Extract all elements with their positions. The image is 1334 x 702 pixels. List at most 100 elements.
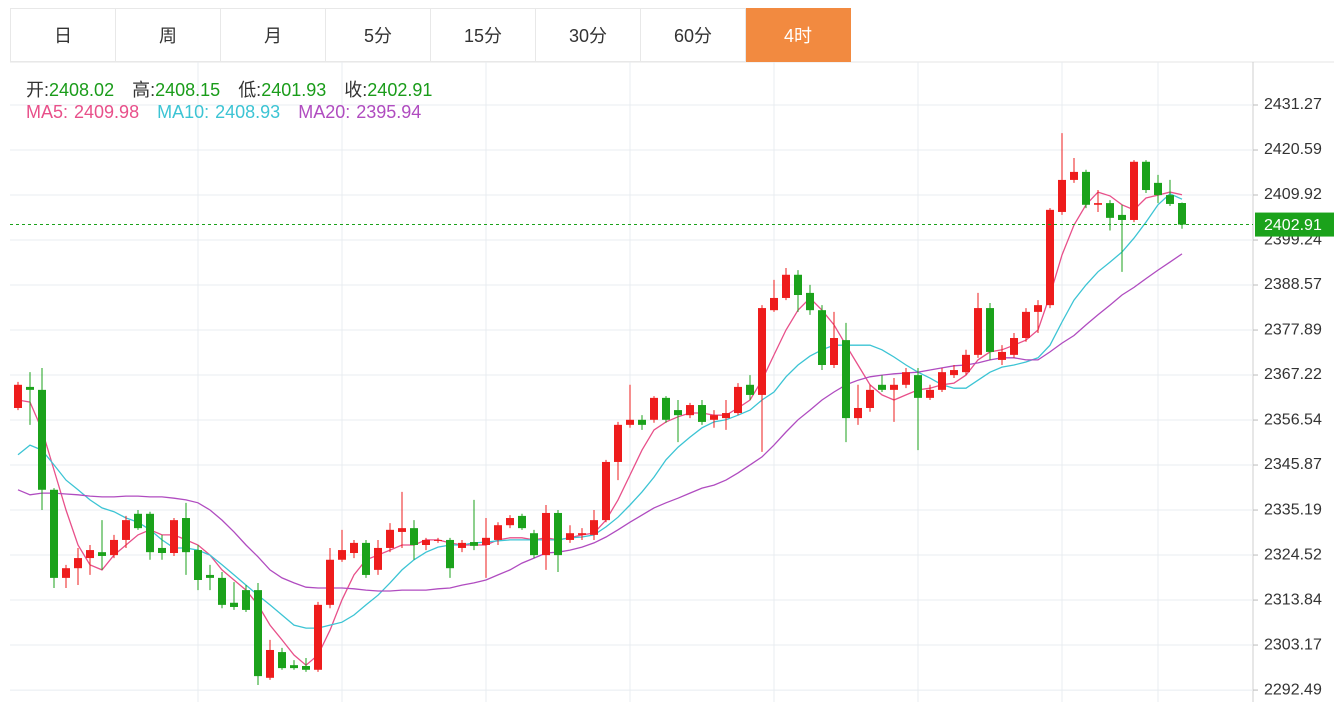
candle-body <box>1154 182 1162 196</box>
ma-line <box>17 193 1183 629</box>
candle-body <box>686 405 694 416</box>
candle-body <box>986 308 994 352</box>
candle-body <box>938 372 946 390</box>
candle-body <box>1058 179 1066 212</box>
candle-body <box>722 413 730 419</box>
tab[interactable]: 15分 <box>431 8 536 62</box>
candle-body <box>482 537 490 546</box>
y-tick-label: 2335.19 <box>1264 501 1322 518</box>
y-tick-label: 2431.27 <box>1264 96 1322 113</box>
tab[interactable]: 4时 <box>746 8 851 62</box>
tab[interactable]: 月 <box>221 8 326 62</box>
candle-body <box>698 405 706 422</box>
candle-body <box>290 665 298 669</box>
candle-body <box>1082 171 1090 205</box>
candle-body <box>122 520 130 540</box>
y-tick-label: 2292.49 <box>1264 681 1322 698</box>
last-price-badge <box>1255 212 1334 237</box>
ohlc-info: 开:2408.02 高:2408.15 低:2401.93 收:2402.91 <box>26 76 450 102</box>
candle-body <box>638 419 646 425</box>
candle-body <box>674 410 682 416</box>
ma-line <box>17 191 1183 667</box>
ma-line <box>17 253 1183 592</box>
candle-body <box>1130 161 1138 220</box>
candle-body <box>1142 161 1150 191</box>
y-tick-label: 2324.52 <box>1264 546 1322 563</box>
legend-label: MA10: <box>157 102 210 122</box>
candle-body <box>926 389 934 398</box>
candle-body <box>266 649 274 678</box>
y-tick-label: 2388.57 <box>1264 276 1322 293</box>
candle-body <box>518 515 526 529</box>
candle-body <box>110 539 118 556</box>
candle-body <box>746 384 754 395</box>
y-tick-label: 2303.17 <box>1264 636 1322 653</box>
y-tick-label: 2345.87 <box>1264 456 1322 473</box>
candle-body <box>302 665 310 670</box>
candle-body <box>254 590 262 677</box>
candle-body <box>974 308 982 355</box>
tab[interactable]: 周 <box>116 8 221 62</box>
candle-body <box>770 297 778 311</box>
candle-body <box>62 568 70 578</box>
candle-body <box>326 559 334 605</box>
info-label: 低: <box>238 80 262 100</box>
legend-value: 2408.93 <box>215 102 281 122</box>
candle-body <box>1034 305 1042 312</box>
candle-body <box>146 513 154 553</box>
candle-body <box>74 558 82 569</box>
candle-body <box>1046 209 1054 306</box>
candle-body <box>362 542 370 575</box>
candle-body <box>902 372 910 385</box>
candle-body <box>434 539 442 541</box>
candle-body <box>386 529 394 548</box>
candle-body <box>734 386 742 414</box>
candle-body <box>566 533 574 540</box>
candle-body <box>1010 338 1018 355</box>
candle-body <box>578 533 586 535</box>
tab[interactable]: 60分 <box>641 8 746 62</box>
candle-body <box>1022 311 1030 339</box>
candle-body <box>458 542 466 548</box>
candle-body <box>26 386 34 390</box>
candle-body <box>1070 171 1078 180</box>
tab-bar: 日周月 5分 15分 30分 60分 4时 <box>10 8 851 62</box>
candle-body <box>470 542 478 546</box>
info-label: 高: <box>132 80 156 100</box>
candle-body <box>818 310 826 365</box>
tab[interactable]: 5分 <box>326 8 431 62</box>
y-tick-label: 2367.22 <box>1264 366 1322 383</box>
candle-body <box>866 389 874 408</box>
last-price-label: 2402.91 <box>1264 217 1322 234</box>
candle-body <box>218 577 226 605</box>
ma-legend: MA5: 2409.98 MA10: 2408.93 MA20: 2395.94 <box>26 102 439 123</box>
candle-body <box>194 550 202 580</box>
info-label: 开: <box>26 80 50 100</box>
legend-label: MA5: <box>26 102 69 122</box>
info-value: 2401.93 <box>261 80 327 100</box>
candle-body <box>962 354 970 373</box>
candle-body <box>782 274 790 298</box>
candle-body <box>614 424 622 462</box>
candle-body <box>806 292 814 311</box>
candle-body <box>830 338 838 365</box>
candle-body <box>854 407 862 419</box>
info-label: 收: <box>344 80 368 100</box>
candle-body <box>542 512 550 556</box>
candle-body <box>506 518 514 526</box>
candle-body <box>1106 203 1114 218</box>
legend-value: 2409.98 <box>74 102 140 122</box>
time-grid <box>197 62 1159 702</box>
tab[interactable]: 日 <box>10 8 116 62</box>
candle-body <box>398 528 406 532</box>
candle-body <box>878 384 886 390</box>
candle-body <box>14 384 22 408</box>
info-value: 2408.02 <box>49 80 115 100</box>
candle-body <box>1166 195 1174 204</box>
candle-body <box>278 652 286 669</box>
candle-body <box>206 574 214 578</box>
candle-body <box>446 539 454 569</box>
tab[interactable]: 30分 <box>536 8 641 62</box>
legend-label: MA20: <box>298 102 351 122</box>
candle-body <box>422 539 430 546</box>
